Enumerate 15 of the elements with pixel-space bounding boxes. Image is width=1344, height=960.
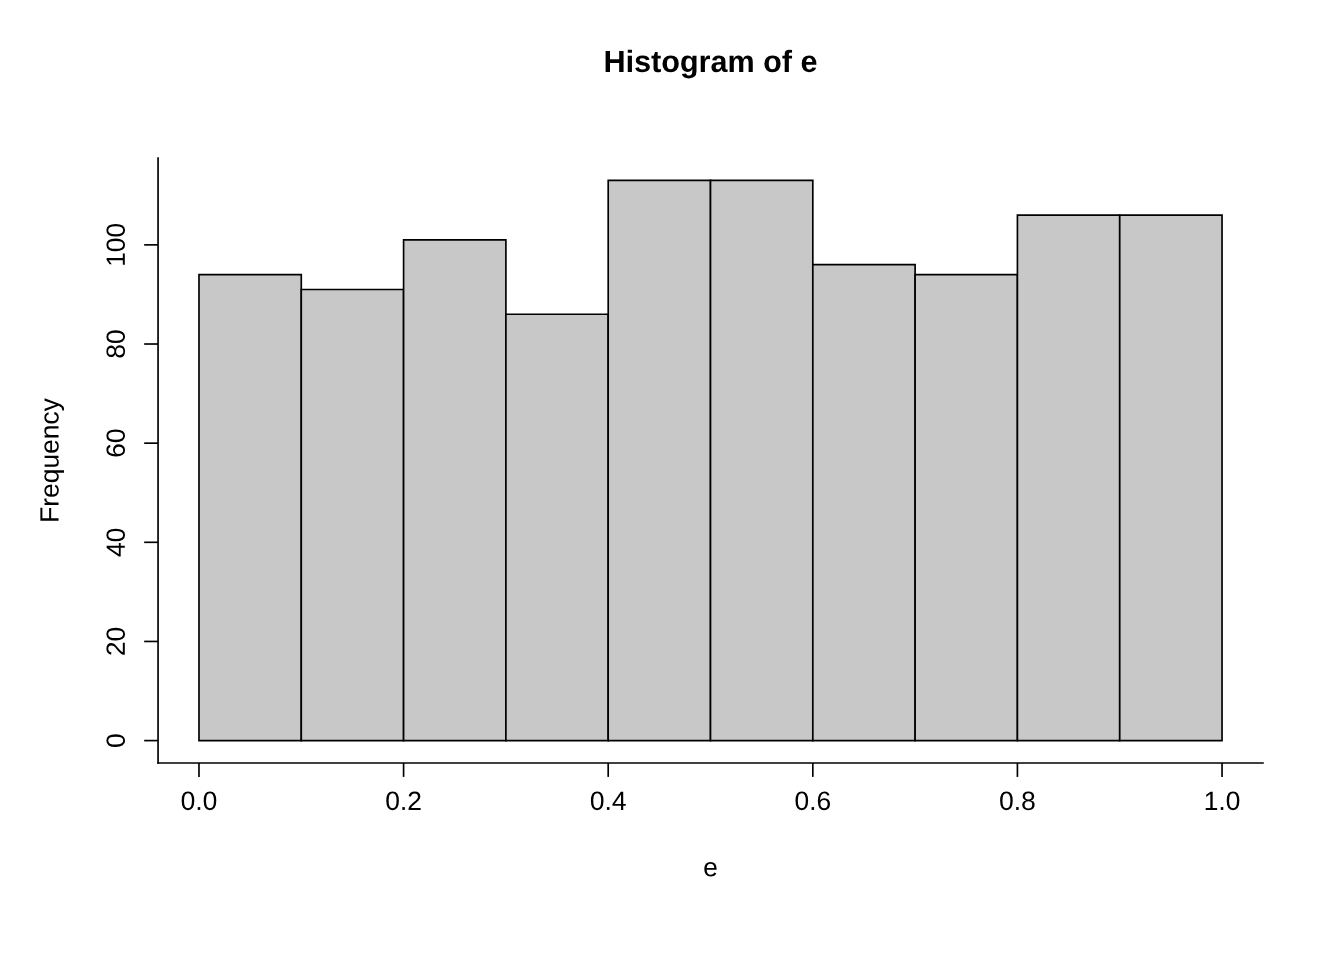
chart-title: Histogram of e bbox=[605, 49, 817, 79]
x-tick-label: 0.2 bbox=[386, 791, 421, 811]
x-tick-label: 0.4 bbox=[590, 791, 626, 811]
x-tick-label: 1.0 bbox=[1205, 791, 1240, 811]
y-tick-label: 0 bbox=[106, 734, 126, 747]
x-tick-label: 0.6 bbox=[795, 791, 830, 811]
x-tick-label: 0.8 bbox=[1000, 791, 1035, 811]
x-axis-title: e bbox=[704, 861, 717, 877]
y-axis-title: Frequency bbox=[40, 398, 65, 521]
y-tick-label: 100 bbox=[106, 223, 126, 265]
x-tick-label: 0.0 bbox=[181, 791, 217, 811]
y-tick-label: 60 bbox=[106, 429, 126, 457]
y-tick-label: 20 bbox=[106, 627, 126, 655]
y-tick-label: 40 bbox=[106, 528, 126, 557]
y-tick-label: 80 bbox=[106, 330, 126, 358]
